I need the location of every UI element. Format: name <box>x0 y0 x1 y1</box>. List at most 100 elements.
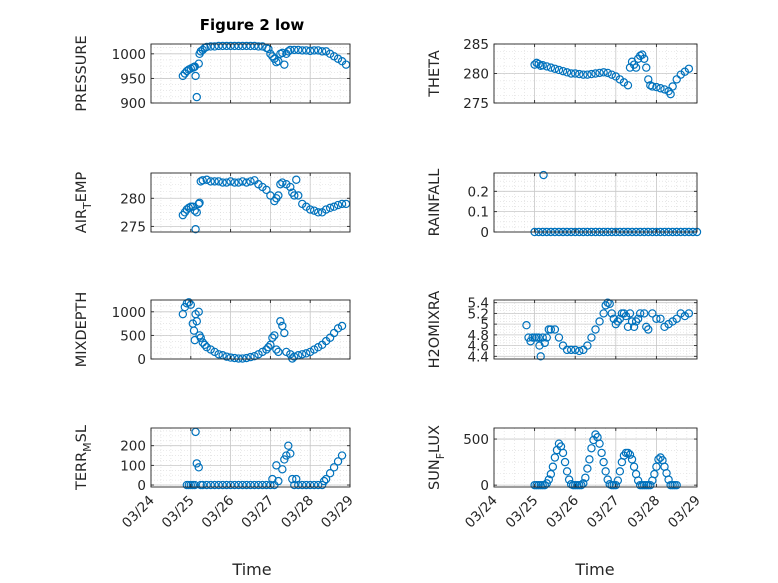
data-point <box>587 333 596 342</box>
data-point <box>226 41 235 51</box>
data-point <box>644 75 653 84</box>
data-point <box>290 191 299 200</box>
data-point <box>664 475 673 484</box>
data-point <box>268 474 277 484</box>
y-tick-label: 1000 <box>112 305 146 321</box>
data-point <box>538 333 547 342</box>
y-tick-label: 275 <box>120 219 146 235</box>
x-axis-label-left: Time <box>231 560 271 579</box>
data-point <box>302 349 311 358</box>
data-point <box>534 59 543 69</box>
data-point <box>274 476 283 486</box>
subplot-6: 4.44.64.855.25.4 H2OMIXRA <box>427 291 698 369</box>
data-point <box>631 317 641 326</box>
data-point <box>262 185 271 195</box>
data-point <box>218 178 227 187</box>
data-point <box>306 205 315 214</box>
data-point <box>613 317 623 326</box>
y-tick-label: 4.4 <box>468 349 489 365</box>
data-point <box>329 463 339 472</box>
data-point <box>656 84 665 93</box>
data-point <box>672 314 681 323</box>
y-axis-label: TERRMSL <box>74 425 94 491</box>
data-point <box>284 441 293 450</box>
y-tick-label: 285 <box>463 37 489 53</box>
data-point <box>562 68 572 77</box>
plot-area <box>494 173 697 232</box>
data-point <box>214 177 223 186</box>
data-point <box>191 71 200 81</box>
data-point <box>194 307 203 316</box>
data-point <box>548 462 558 471</box>
data-point <box>218 480 227 490</box>
data-point <box>627 455 637 464</box>
data-point <box>672 480 681 490</box>
subplot-2: 275 280 285 THETA <box>427 37 698 112</box>
data-point <box>206 480 215 490</box>
y-tick-label: 1000 <box>112 47 146 63</box>
data-point <box>623 81 633 90</box>
y-axis-label: H2OMIXRA <box>427 291 443 369</box>
data-point <box>202 42 211 52</box>
data-point <box>246 352 255 362</box>
data-point <box>264 44 273 54</box>
data-point <box>566 69 576 78</box>
data-point <box>230 178 239 187</box>
data-point <box>198 480 207 490</box>
data-point <box>550 64 560 73</box>
y-tick-label: 0.1 <box>468 205 489 221</box>
data-point <box>276 317 285 326</box>
axes-box <box>150 43 351 104</box>
data-point <box>652 314 661 323</box>
y-tick-label: 4.8 <box>468 328 489 344</box>
data-point <box>646 480 655 490</box>
data-point <box>619 309 629 318</box>
data-point <box>534 333 543 342</box>
data-point <box>631 63 641 72</box>
y-tick-label: 200 <box>120 439 146 455</box>
data-point <box>530 60 539 69</box>
data-point <box>668 82 677 91</box>
data-point <box>575 346 584 356</box>
subplot-1: 900 950 1000 PRESSURE <box>74 35 351 112</box>
data-point <box>337 451 347 460</box>
plot-area <box>151 428 350 487</box>
data-point <box>654 455 663 464</box>
data-point <box>191 224 200 234</box>
data-point <box>238 354 247 363</box>
y-tick-label: 4.6 <box>468 339 489 355</box>
data-point <box>319 476 329 486</box>
y-tick-label: 5 <box>480 317 489 333</box>
data-point <box>268 333 277 342</box>
data-point <box>642 63 651 72</box>
data-point <box>306 480 315 490</box>
y-tick-label: 950 <box>120 71 146 87</box>
data-point <box>337 199 347 209</box>
data-point <box>290 45 299 55</box>
data-point <box>238 41 247 51</box>
y-axis-label: PRESSURE <box>74 35 90 111</box>
data-point <box>611 480 621 490</box>
data-point <box>587 444 596 453</box>
data-point <box>623 448 633 458</box>
data-point <box>234 354 243 363</box>
y-tick-label: 5.2 <box>468 306 489 322</box>
y-tick-label: 0.2 <box>468 184 489 200</box>
data-point <box>325 469 335 478</box>
data-point <box>633 314 643 323</box>
data-point <box>595 439 604 448</box>
data-point <box>210 480 219 490</box>
data-point <box>564 475 574 484</box>
y-tick-label: 0 <box>480 225 489 241</box>
data-point <box>538 61 547 70</box>
data-point <box>542 62 551 71</box>
data-point <box>684 309 694 318</box>
data-point <box>637 50 647 59</box>
data-point <box>571 69 580 78</box>
y-tick-label: 0 <box>480 478 489 494</box>
data-point <box>554 333 564 342</box>
data-point <box>309 206 319 215</box>
data-point <box>198 176 207 185</box>
data-point <box>298 46 307 55</box>
axes-box <box>493 299 698 360</box>
